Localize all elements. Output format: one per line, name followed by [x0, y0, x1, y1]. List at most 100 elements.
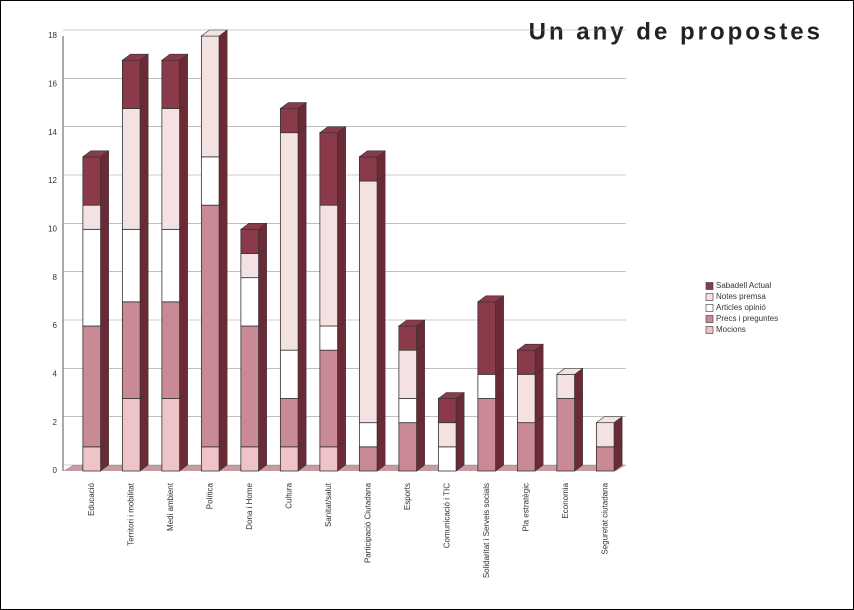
legend-label: Notes premsa	[716, 292, 766, 301]
bar-segment	[240, 253, 260, 279]
bar-segment	[595, 446, 615, 472]
legend-swatch	[705, 304, 714, 312]
bar-side	[179, 53, 188, 109]
bar-side	[179, 392, 188, 472]
bar-segment	[200, 204, 220, 448]
bar-segment	[358, 180, 378, 424]
bar-segment	[279, 132, 299, 351]
bar-side	[337, 126, 346, 206]
y-tick-label: 4	[53, 369, 58, 378]
legend-swatch	[705, 293, 714, 301]
bar-segment	[121, 301, 141, 399]
bar-segment	[437, 422, 457, 448]
x-tick-label: Seguretat ciutadana	[600, 482, 609, 554]
bar-side	[297, 392, 307, 448]
bar-segment	[121, 398, 141, 472]
bar-segment	[516, 422, 536, 472]
bar-segment	[437, 398, 457, 424]
bar-segment	[240, 277, 260, 327]
legend-label: Mocions	[716, 325, 746, 334]
bar-segment	[516, 373, 536, 424]
x-tick-label: Territori i mobilitat	[126, 482, 135, 545]
bar-segment	[279, 349, 299, 399]
bar-side	[218, 29, 228, 158]
y-tick-label: 16	[48, 79, 57, 88]
y-tick-label: 18	[48, 31, 57, 40]
bar-segment	[200, 156, 220, 206]
bar-segment	[319, 204, 339, 327]
bar-segment	[358, 446, 378, 472]
x-tick-label: Política	[205, 482, 214, 509]
bar-top	[279, 102, 308, 109]
bar-segment	[161, 108, 181, 230]
bar-side	[376, 174, 386, 424]
bar-segment	[161, 228, 181, 303]
bar-segment	[398, 422, 418, 472]
bar-side	[297, 343, 307, 399]
bar-segment	[200, 446, 220, 472]
bar-segment	[121, 59, 141, 109]
bar-segment	[477, 373, 497, 399]
bar-segment	[477, 301, 497, 375]
bar-segment	[319, 349, 339, 448]
x-tick-label: Esports	[403, 483, 412, 510]
y-tick-label: 2	[53, 418, 58, 427]
legend-label: Precs i preguntes	[716, 314, 778, 323]
y-tick-label: 12	[48, 176, 57, 185]
x-tick-label: Solidaritat i Serveis socials	[482, 483, 491, 578]
bar-side	[100, 150, 109, 206]
x-tick-label: Economia	[561, 482, 570, 518]
bar-top	[358, 150, 387, 158]
bar-segment	[82, 446, 102, 472]
bar-side	[495, 295, 504, 375]
y-tick-label: 8	[53, 273, 58, 282]
legend-label: Articles opinió	[716, 303, 766, 312]
x-tick-label: Cultura	[284, 482, 293, 508]
bar-side	[534, 416, 544, 472]
legend-label: Sabadell Actual	[716, 281, 771, 290]
bar-top	[397, 319, 426, 327]
bar-segment	[121, 228, 141, 303]
bar-segment	[82, 156, 102, 206]
bar-side	[139, 222, 149, 303]
bar-segment	[319, 325, 339, 351]
y-tick-label: 10	[48, 224, 57, 233]
x-tick-label: Educació	[87, 482, 96, 515]
bar-segment	[161, 398, 181, 472]
bar-segment	[477, 398, 497, 472]
bar-side	[139, 295, 149, 399]
y-tick-label: 14	[48, 128, 57, 137]
bar-segment	[319, 446, 339, 472]
bar-side	[218, 198, 228, 448]
bar-top	[121, 53, 150, 61]
legend-swatch	[705, 315, 714, 323]
bar-side	[574, 392, 583, 472]
bar-side	[495, 392, 504, 472]
chart-title: Un any de propostes	[529, 18, 823, 45]
bar-segment	[358, 156, 378, 182]
bar-top	[160, 53, 189, 61]
bar-segment	[279, 446, 299, 472]
bar-top	[516, 343, 545, 351]
bar-top	[81, 150, 110, 158]
bar-side	[179, 102, 188, 230]
bar-side	[139, 392, 149, 472]
bar-segment	[279, 108, 299, 134]
bar-side	[100, 319, 109, 448]
x-tick-label: Dona i Home	[245, 482, 254, 529]
x-tick-label: Comunicació i TIC	[442, 483, 451, 548]
bar-side	[337, 343, 346, 448]
bar-segment	[200, 35, 220, 158]
bar-side	[258, 319, 267, 448]
bar-segment	[556, 398, 576, 472]
bar-segment	[240, 325, 260, 448]
x-tick-label: Medi ambient	[166, 482, 175, 531]
x-tick-label: Pla estratègic	[521, 483, 530, 531]
bar-top	[318, 126, 347, 133]
bar-segment	[240, 228, 260, 254]
bar-segment	[161, 301, 181, 399]
bar-side	[416, 343, 425, 399]
bar-side	[139, 102, 149, 230]
bar-side	[179, 222, 188, 303]
